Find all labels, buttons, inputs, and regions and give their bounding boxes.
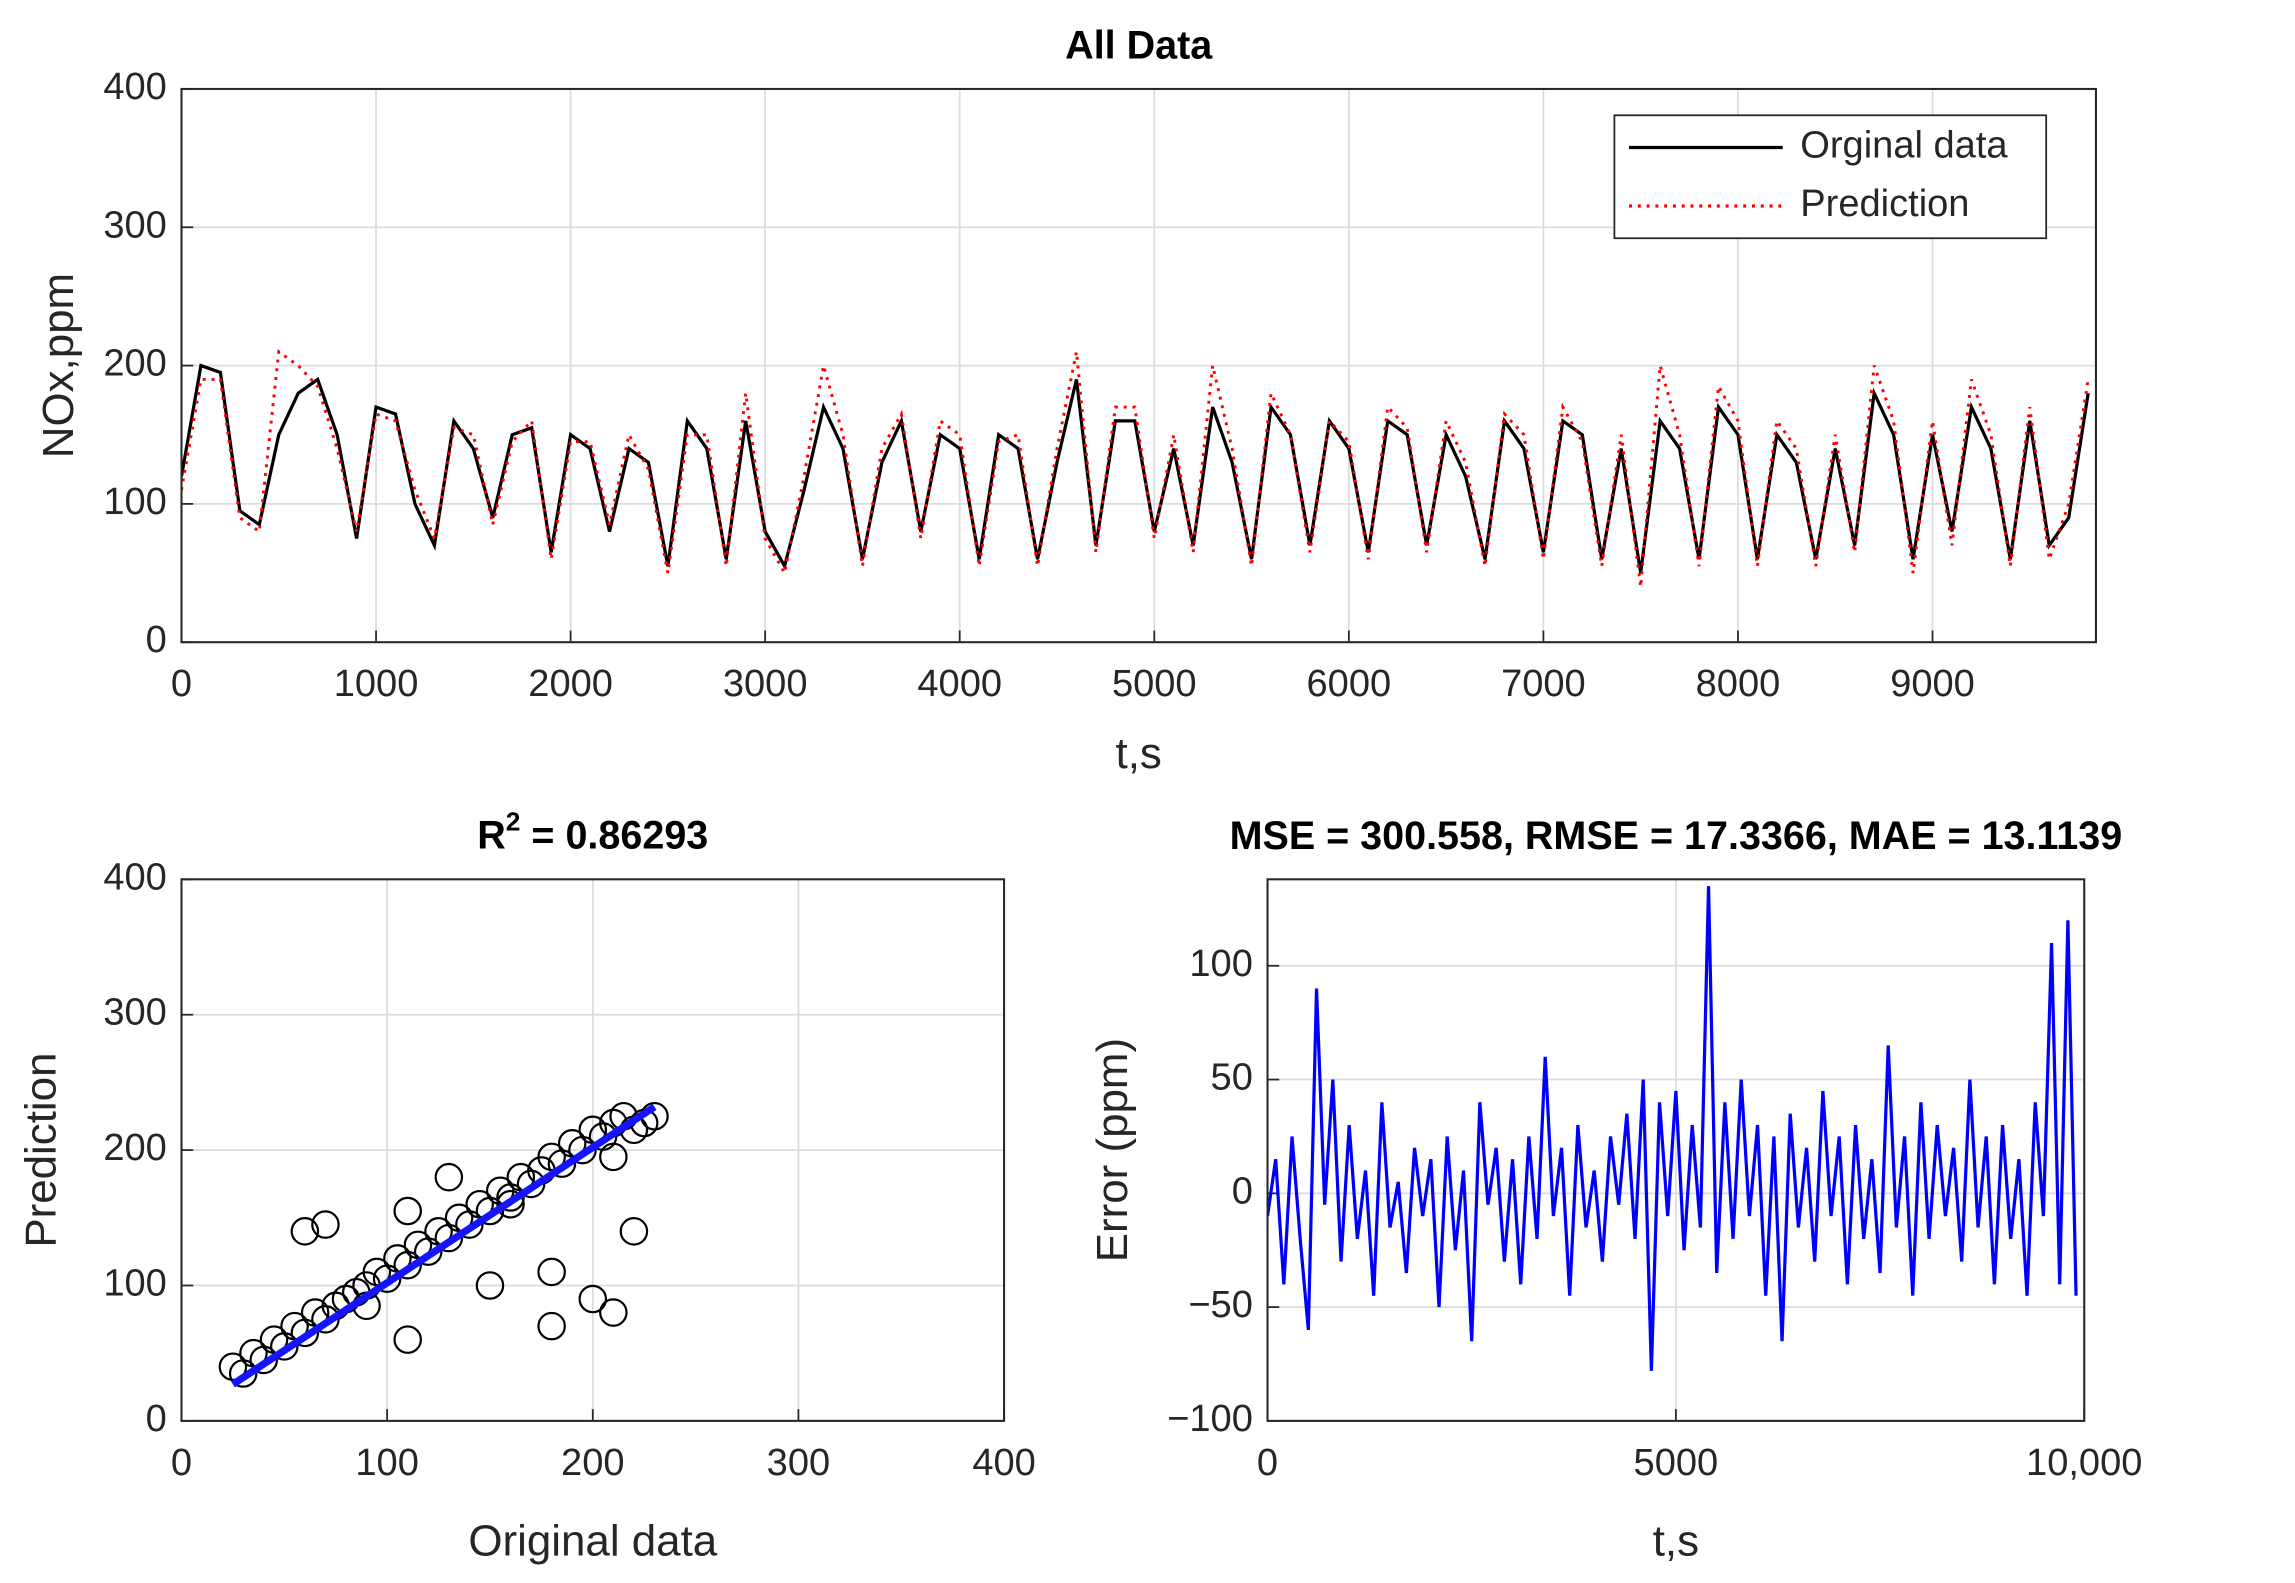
axes-box: [180, 87, 2097, 644]
axes-box: [1266, 878, 2086, 1422]
y-axis-label: Error (ppm): [1088, 1038, 1137, 1262]
x-tick-label: 9000: [1890, 663, 1975, 705]
x-tick-label: 2000: [528, 663, 613, 705]
scatter-point: [537, 1257, 566, 1287]
y-tick-label: 0: [1232, 1170, 1253, 1212]
y-tick-label: 50: [1211, 1057, 1253, 1099]
title-part: = 0.86293: [520, 814, 708, 858]
y-tick-label: 100: [103, 481, 166, 523]
scatter-point: [311, 1210, 340, 1239]
x-tick-label: 300: [767, 1442, 830, 1484]
x-tick-label: 4000: [917, 663, 1002, 705]
y-axis-label: Prediction: [17, 1053, 66, 1248]
scatter-point: [475, 1271, 505, 1300]
y-tick-label: 0: [146, 1398, 167, 1440]
x-tick-label: 100: [355, 1442, 418, 1484]
scatter-point: [496, 1189, 525, 1219]
scatter-point: [599, 1298, 628, 1327]
series-group: [181, 349, 2090, 588]
x-tick-label: 0: [171, 663, 192, 705]
chart-title: R2 = 0.86293: [477, 807, 708, 858]
x-tick-label: 6000: [1307, 663, 1392, 705]
x-axis-label: t,s: [1653, 1516, 1699, 1565]
x-tick-label: 10,000: [2026, 1442, 2142, 1484]
chart-title: All Data: [1065, 23, 1213, 67]
series-group: [1267, 886, 2078, 1371]
y-tick-label: 100: [1189, 943, 1252, 985]
legend-label: Orginal data: [1800, 125, 2008, 167]
axes-box: [180, 878, 1006, 1422]
y-tick-label: −100: [1167, 1398, 1253, 1440]
y-tick-label: 400: [103, 856, 166, 898]
y-tick-label: 300: [103, 992, 166, 1034]
series-group: [218, 1101, 669, 1388]
y-tick-label: 300: [103, 204, 166, 246]
y-tick-label: −50: [1188, 1284, 1253, 1326]
series-line: [1267, 886, 2078, 1371]
x-tick-label: 3000: [723, 663, 808, 705]
title-part: R: [477, 814, 506, 858]
series-line: [230, 1103, 657, 1388]
x-tick-label: 0: [171, 1442, 192, 1484]
y-tick-label: 200: [103, 343, 166, 385]
x-tick-label: 0: [1257, 1442, 1278, 1484]
x-tick-label: 7000: [1501, 663, 1586, 705]
legend-box: [1613, 114, 2048, 240]
series-line: [181, 349, 2090, 588]
chart-title: MSE = 300.558, RMSE = 17.3366, MAE = 13.…: [1230, 814, 2123, 858]
scatter-point: [619, 1217, 649, 1246]
title-part: 2: [506, 807, 521, 837]
scatter-point: [290, 1217, 320, 1246]
scatter-point: [599, 1142, 628, 1172]
y-tick-label: 0: [146, 619, 167, 661]
x-tick-label: 5000: [1634, 1442, 1719, 1484]
x-axis-label: t,s: [1116, 729, 1162, 778]
scatter-point: [578, 1284, 608, 1314]
x-axis-label: Original data: [468, 1516, 717, 1565]
x-tick-label: 5000: [1112, 663, 1197, 705]
scatter-point: [537, 1311, 566, 1341]
x-tick-label: 200: [561, 1442, 624, 1484]
scatter-point: [393, 1196, 422, 1226]
y-tick-label: 400: [103, 66, 166, 108]
x-tick-label: 1000: [334, 663, 419, 705]
y-tick-label: 200: [103, 1127, 166, 1169]
legend-label: Prediction: [1800, 183, 1969, 225]
scatter-point: [434, 1162, 464, 1192]
x-tick-label: 8000: [1696, 663, 1781, 705]
y-axis-label: NOx,ppm: [34, 273, 83, 458]
x-tick-label: 400: [972, 1442, 1035, 1484]
scatter-point: [393, 1325, 422, 1354]
y-tick-label: 100: [103, 1263, 166, 1305]
